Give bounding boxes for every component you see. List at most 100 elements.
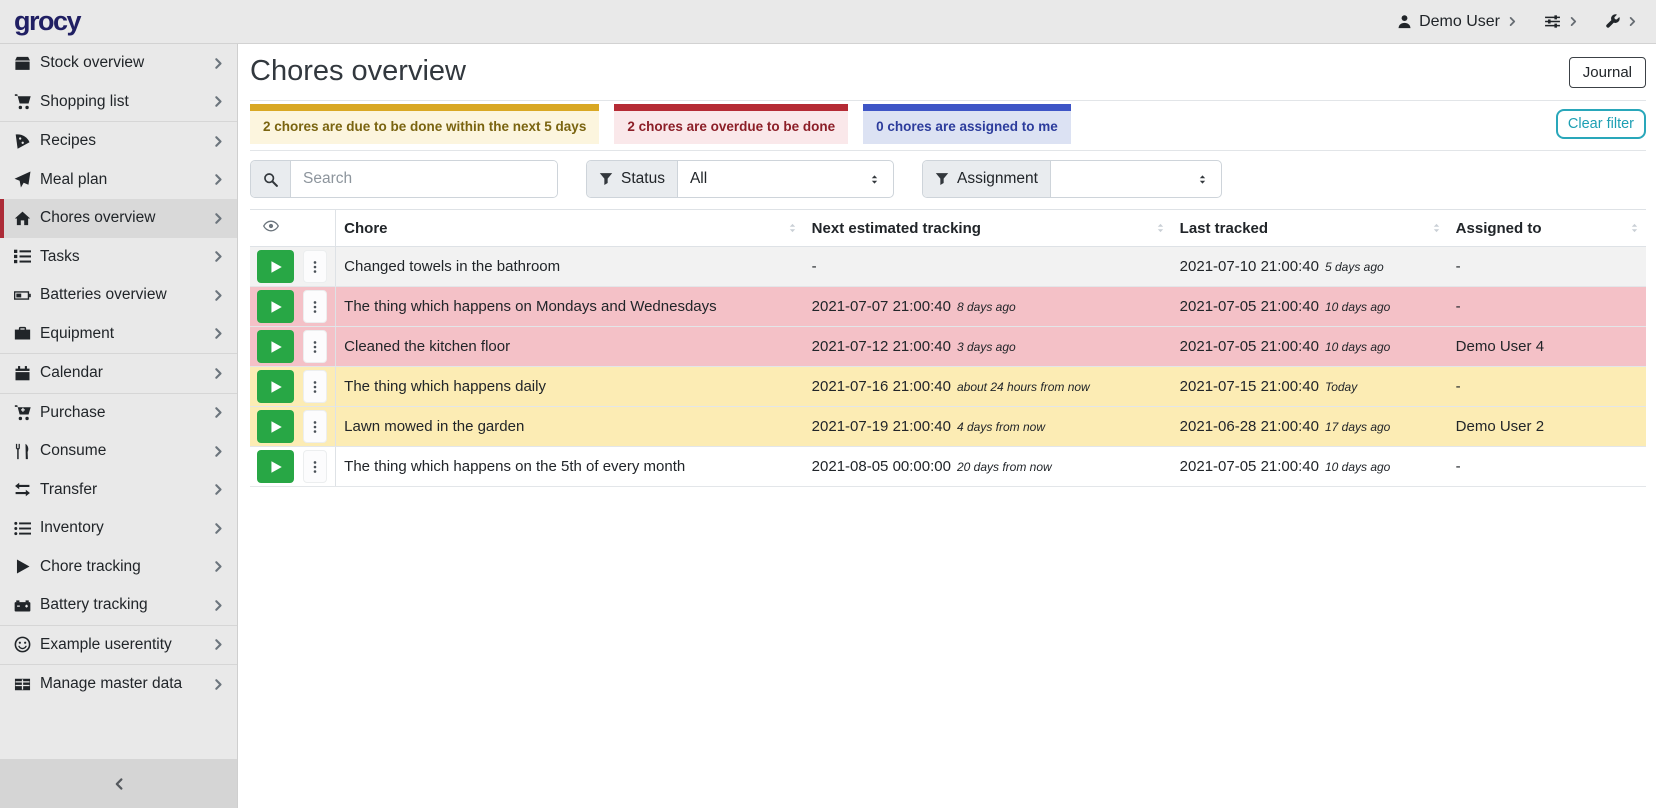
utensils-icon — [14, 443, 31, 460]
sidebar-collapse-button[interactable] — [0, 759, 237, 808]
chevron-right-icon — [212, 250, 225, 263]
status-select[interactable]: All — [678, 161, 893, 197]
chevron-right-icon — [212, 678, 225, 691]
sidebar-item-meal-plan[interactable]: Meal plan — [0, 161, 237, 200]
sidebar-item-manage-master-data[interactable]: Manage master data — [0, 665, 237, 704]
column-header-last-tracked[interactable]: Last tracked — [1171, 209, 1448, 247]
sidebar-item-chore-tracking[interactable]: Chore tracking — [0, 548, 237, 587]
chevron-right-icon — [212, 483, 225, 496]
sidebar-item-tasks[interactable]: Tasks — [0, 238, 237, 277]
toolbox-icon — [14, 325, 31, 342]
sidebar-item-inventory[interactable]: Inventory — [0, 509, 237, 548]
sort-icon — [1430, 222, 1443, 235]
track-chore-execution-button[interactable] — [257, 410, 294, 443]
sidebar-item-calendar[interactable]: Calendar — [0, 354, 237, 393]
funnel-icon — [599, 172, 613, 186]
pizza-icon — [14, 133, 31, 150]
chore-context-menu-button[interactable] — [303, 450, 328, 483]
status-selected-value: All — [689, 170, 708, 187]
admin-menu[interactable] — [1605, 14, 1638, 29]
next-tracking-cell: 2021-08-05 00:00:00 20 days from now — [803, 446, 1172, 487]
track-chore-execution-button[interactable] — [257, 290, 294, 323]
divider — [250, 150, 1646, 151]
next-tracking-cell: 2021-07-12 21:00:40 3 days ago — [803, 326, 1172, 367]
filter-chip-2-chores-are-overdue-to-be-don[interactable]: 2 chores are overdue to be done — [614, 104, 849, 144]
sidebar-divider — [0, 392, 237, 394]
chevron-right-icon — [212, 212, 225, 225]
last-tracked-cell: 2021-07-10 21:00:40 5 days ago — [1171, 246, 1448, 287]
status-filter-group: Status All — [586, 160, 894, 198]
clear-filter-button[interactable]: Clear filter — [1555, 109, 1646, 139]
chevron-right-icon — [212, 406, 225, 419]
journal-button[interactable]: Journal — [1568, 57, 1646, 88]
column-header-assigned-to[interactable]: Assigned to — [1447, 209, 1646, 247]
grocy-logo[interactable]: grocy — [14, 6, 82, 36]
magnifier-icon — [263, 172, 278, 187]
ellipsis-v-icon — [308, 300, 322, 314]
chore-row: The thing which happens daily 2021-07-16… — [250, 366, 1646, 407]
chore-name: Changed towels in the bathroom — [344, 258, 561, 275]
filter-chip-2-chores-are-due-to-be-done-wi[interactable]: 2 chores are due to be done within the n… — [250, 104, 600, 144]
chore-context-menu-button[interactable] — [303, 290, 328, 323]
chevron-right-icon — [212, 445, 225, 458]
assignment-select[interactable] — [1051, 161, 1221, 197]
funnel-icon — [935, 172, 949, 186]
chore-context-menu-button[interactable] — [303, 370, 328, 403]
sidebar-item-battery-tracking[interactable]: Battery tracking — [0, 586, 237, 625]
filter-row: Status All Assignment — [250, 160, 1646, 198]
tasks-icon — [14, 248, 31, 265]
chore-name-cell: The thing which happens daily — [335, 366, 804, 407]
column-header-next-estimated-tracking[interactable]: Next estimated tracking — [803, 209, 1172, 247]
sidebar-item-transfer[interactable]: Transfer — [0, 471, 237, 510]
track-chore-execution-button[interactable] — [257, 450, 294, 483]
chore-row: The thing which happens on Mondays and W… — [250, 286, 1646, 327]
car-battery-icon — [14, 597, 31, 614]
sidebar-item-shopping-list[interactable]: Shopping list — [0, 83, 237, 122]
filter-chip-0-chores-are-assigned-to-me[interactable]: 0 chores are assigned to me — [863, 104, 1071, 144]
list-icon — [14, 520, 31, 537]
settings-menu[interactable] — [1544, 13, 1579, 30]
search-input[interactable] — [291, 161, 557, 197]
sidebar-item-stock-overview[interactable]: Stock overview — [0, 44, 237, 83]
user-menu[interactable]: Demo User — [1397, 13, 1518, 31]
chore-context-menu-button[interactable] — [303, 410, 328, 443]
track-chore-execution-button[interactable] — [257, 370, 294, 403]
calendar-icon — [14, 365, 31, 382]
sidebar-item-consume[interactable]: Consume — [0, 432, 237, 471]
shopping-cart-icon — [14, 93, 31, 110]
chore-name: The thing which happens on Mondays and W… — [344, 298, 717, 315]
play-icon — [269, 460, 283, 474]
chevron-right-icon — [212, 95, 225, 108]
chevron-right-icon — [212, 638, 225, 651]
chore-name-cell: The thing which happens on Mondays and W… — [335, 286, 804, 327]
sidebar-item-example-userentity[interactable]: Example userentity — [0, 626, 237, 665]
track-chore-execution-button[interactable] — [257, 250, 294, 283]
column-header-chore[interactable]: Chore — [335, 209, 804, 247]
last-tracked-cell: 2021-07-05 21:00:40 10 days ago — [1171, 446, 1448, 487]
play-icon — [269, 340, 283, 354]
chore-context-menu-button[interactable] — [303, 250, 328, 283]
assigned-to-cell: - — [1447, 366, 1646, 407]
sidebar-item-equipment[interactable]: Equipment — [0, 315, 237, 354]
chore-context-menu-button[interactable] — [303, 330, 328, 363]
chore-name: The thing which happens daily — [344, 378, 546, 395]
sidebar-item-chores-overview[interactable]: Chores overview — [0, 199, 237, 238]
sidebar-item-batteries-overview[interactable]: Batteries overview — [0, 276, 237, 315]
track-chore-execution-button[interactable] — [257, 330, 294, 363]
navbar-menus: Demo User — [1397, 13, 1638, 31]
sidebar-item-recipes[interactable]: Recipes — [0, 122, 237, 161]
chores-table: Chore Next estimated tracking Last track… — [250, 209, 1646, 487]
chore-row: Lawn mowed in the garden 2021-07-19 21:0… — [250, 406, 1646, 447]
next-tracking-cell: 2021-07-07 21:00:40 8 days ago — [803, 286, 1172, 327]
play-icon — [269, 300, 283, 314]
sidebar-divider — [0, 121, 237, 122]
assignment-filter-group: Assignment — [922, 160, 1222, 198]
ellipsis-v-icon — [308, 340, 322, 354]
caret-updown-icon — [868, 173, 881, 186]
assigned-to-cell: Demo User 4 — [1447, 326, 1646, 367]
chevron-right-icon — [212, 173, 225, 186]
sidebar-item-purchase[interactable]: Purchase — [0, 394, 237, 433]
chevron-right-icon — [212, 522, 225, 535]
cart-plus-icon — [14, 404, 31, 421]
ellipsis-v-icon — [308, 460, 322, 474]
